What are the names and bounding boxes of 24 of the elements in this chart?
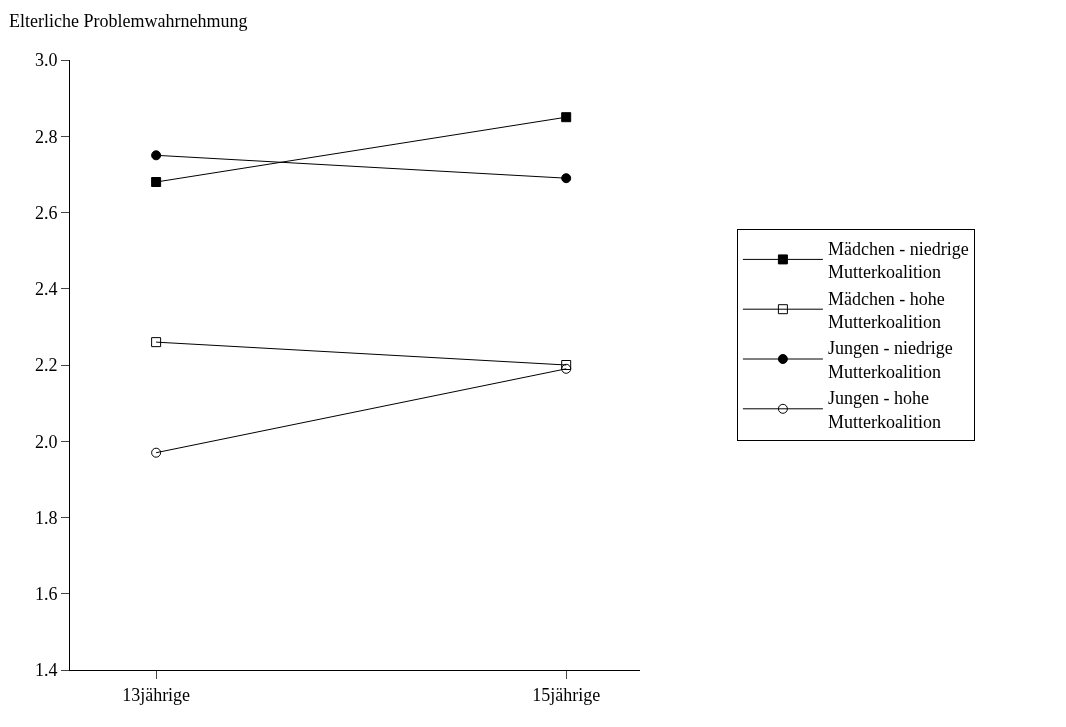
y-tick-label: 2.4 (34, 279, 58, 300)
legend-label: Mädchen - niedrige Mutterkoalition (827, 238, 969, 283)
point (561, 173, 572, 184)
point (151, 447, 162, 458)
y-tick-label: 1.4 (34, 660, 58, 681)
legend-label: Jungen - hohe Mutterkoalition (827, 388, 941, 432)
y-tick-label: 1.8 (34, 507, 58, 528)
point (151, 150, 162, 161)
legend-label: Mädchen - hohe Mutterkoalition (827, 288, 945, 332)
point (561, 363, 572, 374)
legend-label: Jungen - niedrige Mutterkoalition (827, 338, 953, 382)
y-tick-label: 2.8 (34, 126, 58, 147)
y-axis-title: Elterliche Problemwahrnehmung (9, 11, 248, 31)
y-tick-label: 2.2 (34, 355, 58, 376)
x-tick-label: 13jährige (122, 684, 191, 705)
point (151, 177, 162, 187)
y-tick-label: 2.0 (34, 431, 58, 452)
y-tick-label: 3.0 (34, 50, 58, 71)
point (151, 337, 162, 348)
y-tick-label: 2.6 (34, 202, 58, 223)
point (561, 112, 572, 123)
y-tick-label: 1.6 (34, 584, 58, 605)
x-tick-label: 15jährige (532, 684, 601, 705)
point (561, 360, 572, 370)
